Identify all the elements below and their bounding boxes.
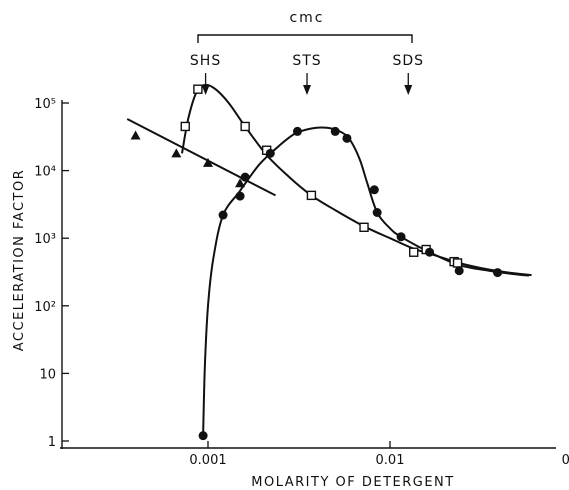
series-curve-filled-circle <box>202 126 530 436</box>
data-point-circle <box>240 172 250 182</box>
cmc-label: cmc <box>289 10 324 26</box>
data-point-circle <box>396 232 406 242</box>
data-point-square <box>240 121 250 132</box>
y-axis: 1 10 10² 10³ 10⁴ 10⁵ <box>34 97 69 450</box>
x-axis-title: MOLARITY OF DETERGENT <box>251 475 454 490</box>
series-curve-filled-triangle <box>126 118 276 197</box>
data-point-triangle <box>130 130 141 140</box>
cmc-marker-label: SDS <box>392 53 424 69</box>
cmc-arrow-head <box>404 85 413 95</box>
x-tick-label: 0.1 <box>562 453 569 468</box>
y-tick-label: 10⁵ <box>34 97 56 112</box>
x-axis: 0.001 0.01 0.1 <box>60 441 569 468</box>
cmc-marker-label: STS <box>292 53 321 69</box>
data-point-triangle <box>203 157 213 167</box>
data-point-circle <box>493 268 503 278</box>
data-point-circle <box>369 185 379 195</box>
y-tick-label: 10⁴ <box>34 165 56 180</box>
series-curve-square-open <box>181 83 532 277</box>
data-point-square <box>193 84 203 94</box>
data-point-circle <box>235 191 245 201</box>
data-point-circle <box>292 126 302 136</box>
cmc-marker-label: SHS <box>190 53 221 69</box>
annotation-items: SHS STS SDS <box>190 53 424 95</box>
data-point-circle <box>218 210 228 220</box>
cmc-bracket <box>197 34 413 43</box>
data-point-circle <box>454 266 464 276</box>
y-tick-label: 10² <box>34 300 56 315</box>
data-point-circle <box>342 133 352 143</box>
data-point-square <box>409 247 419 257</box>
data-point-circle <box>265 148 275 158</box>
cmc-arrow-head <box>201 85 210 95</box>
data-point-square <box>180 121 190 132</box>
y-tick-label: 10³ <box>34 232 56 247</box>
data-point-triangle <box>235 178 246 188</box>
data-point-square <box>306 190 317 201</box>
data-point-circle <box>198 431 208 441</box>
annotation-group: cmc SHS STS SDS <box>190 10 424 95</box>
data-point-square <box>359 222 369 232</box>
y-tick-label: 1 <box>48 435 56 450</box>
cmc-arrow-head <box>303 85 312 95</box>
y-axis-title: ACCELERATION FACTOR <box>12 169 27 351</box>
x-tick-label: 0.01 <box>376 453 405 468</box>
series-curves <box>126 83 532 436</box>
data-point-triangle <box>171 148 182 158</box>
series-markers <box>130 84 503 441</box>
x-tick-label: 0.001 <box>189 453 226 468</box>
data-point-square <box>452 258 463 268</box>
data-point-circle <box>425 247 435 257</box>
data-point-circle <box>372 207 382 217</box>
y-tick-label: 10 <box>39 367 56 382</box>
data-point-circle <box>330 126 340 136</box>
